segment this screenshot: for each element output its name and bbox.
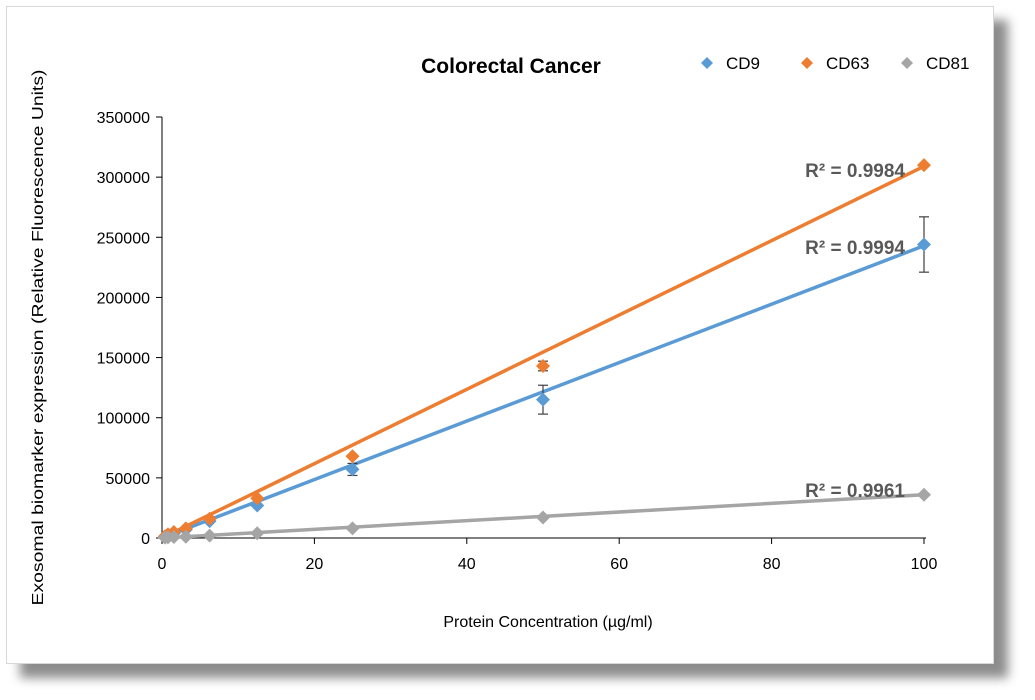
data-point-cd81 [345,521,360,536]
legend-label-cd63: CD63 [826,54,869,73]
legend-marker-cd63 [801,57,813,69]
data-point-cd81 [178,529,193,544]
legend-marker-cd81 [901,57,913,69]
trendline-cd63 [160,164,926,540]
data-point-cd81 [250,526,265,541]
x-tick-label: 20 [306,556,324,573]
y-tick-label: 250000 [97,230,150,247]
y-tick-label: 50000 [106,471,151,488]
chart-title: Colorectal Cancer [421,55,601,78]
y-axis-title: Exosomal biomarker expression (Relative … [30,70,47,606]
data-point-cd81 [202,528,217,543]
y-tick-label: 150000 [97,351,150,368]
chart-frame: Colorectal Cancer 0 50000 100000 150000 20000… [6,6,994,664]
data-point-cd9 [345,462,360,477]
data-point-cd63 [202,511,217,526]
data-point-cd63 [345,449,360,464]
data-point-cd63 [536,358,550,373]
y-tick-label: 200000 [97,290,150,307]
y-tick-label: 0 [141,531,150,548]
x-tick-label: 40 [458,556,476,573]
r2-label-cd63: R² = 0.9984 [805,161,905,182]
data-point-cd63 [178,521,193,536]
data-point-cd9 [250,498,265,513]
r2-label-cd81: R² = 0.9961 [805,481,905,502]
x-axis-title: Protein Concentration (µg/ml) [443,614,652,631]
y-tick-label: 100000 [97,411,150,428]
scatter-chart: Colorectal Cancer 0 50000 100000 150000 20000… [30,54,969,631]
y-tick-label: 300000 [97,170,150,187]
data-point-cd9 [536,392,550,407]
x-tick-label: 60 [610,556,628,573]
data-point-cd81 [917,487,931,502]
data-point-cd81 [166,530,181,545]
x-tick-label: 100 [911,556,938,573]
legend-label-cd81: CD81 [926,54,969,73]
x-tick-label: 80 [763,556,781,573]
x-tick-label: 0 [158,556,167,573]
legend-label-cd9: CD9 [726,54,760,73]
data-point-cd9 [917,237,931,252]
y-tick-label: 350000 [97,110,150,127]
data-point-cd63 [250,491,265,506]
data-point-cd81 [536,510,550,525]
legend-marker-cd9 [701,57,713,69]
data-point-cd63 [917,158,931,173]
r2-label-cd9: R² = 0.9994 [805,238,905,259]
